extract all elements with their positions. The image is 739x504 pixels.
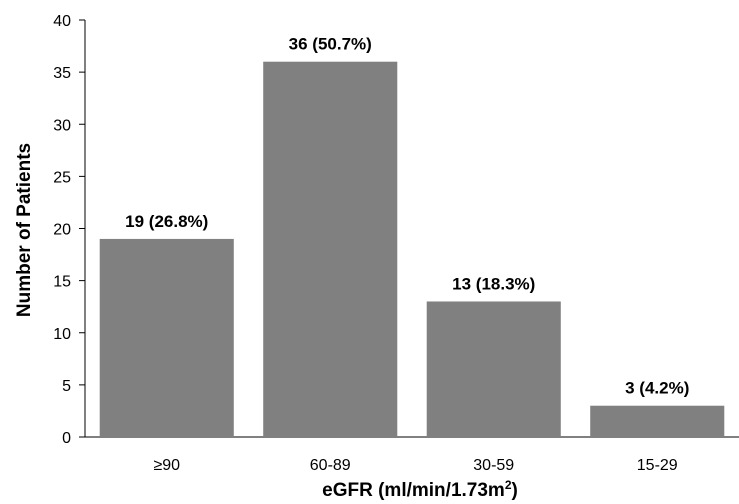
y-tick-label: 25 (53, 169, 71, 186)
y-tick-label: 0 (62, 430, 71, 447)
x-tick-label: 60-89 (310, 457, 351, 474)
x-tick-label: 30-59 (473, 457, 514, 474)
y-axis: 0 5 10 15 20 25 30 35 40 (53, 13, 86, 447)
bars (99, 61, 725, 437)
bar (426, 301, 561, 437)
y-tick-label: 20 (53, 222, 71, 239)
y-axis-title: Number of Patients (14, 143, 35, 317)
y-tick-label: 10 (53, 326, 71, 343)
x-tick-label: ≥90 (153, 457, 180, 474)
y-tick-label: 30 (53, 117, 71, 134)
x-axis-title: eGFR (ml/min/1.73m2) (322, 478, 518, 501)
y-tick-label: 5 (62, 378, 71, 395)
bar (99, 238, 234, 437)
bar (263, 61, 398, 437)
bar (590, 405, 725, 437)
x-axis: ≥90 60-89 30-59 15-29 (85, 436, 739, 474)
bar-data-label: 19 (26.8%) (125, 212, 208, 231)
bar-data-label: 36 (50.7%) (289, 35, 372, 54)
y-tick-label: 40 (53, 13, 71, 30)
data-labels: 19 (26.8%) 36 (50.7%) 13 (18.3%) 3 (4.2%) (125, 35, 689, 398)
bar-data-label: 3 (4.2%) (625, 379, 689, 398)
y-tick-label: 35 (53, 65, 71, 82)
bar-data-label: 13 (18.3%) (452, 274, 535, 293)
y-tick-label: 15 (53, 274, 71, 291)
x-tick-label: 15-29 (637, 457, 678, 474)
